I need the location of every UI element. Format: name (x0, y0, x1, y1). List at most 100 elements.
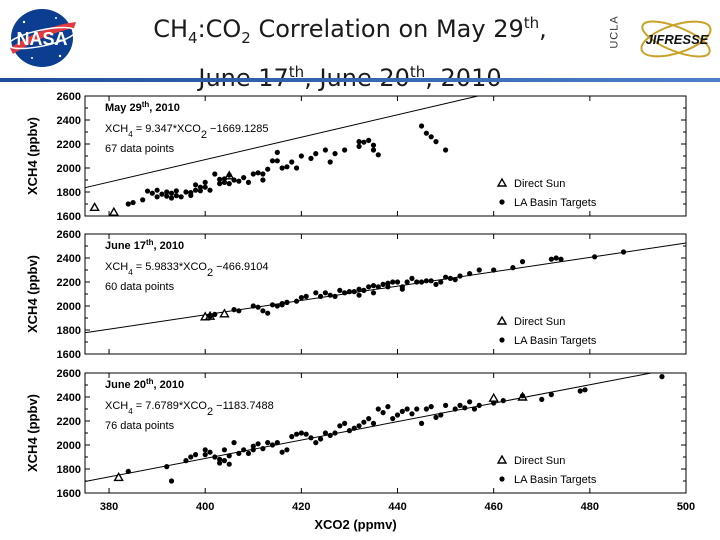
data-point-la-basin (342, 147, 348, 153)
data-point-la-basin (289, 159, 295, 165)
data-point-la-basin (361, 139, 367, 145)
data-point-direct-sun (219, 308, 230, 318)
data-point-la-basin (327, 432, 333, 438)
header-divider (0, 78, 720, 82)
data-point-la-basin (394, 279, 401, 285)
data-point-la-basin (317, 436, 324, 442)
data-point-la-basin (462, 405, 468, 411)
legend-marker-direct-sun (496, 454, 508, 464)
data-point-la-basin (250, 443, 256, 449)
data-point-la-basin (221, 447, 228, 453)
data-point-la-basin (274, 158, 280, 164)
fit-line (84, 372, 652, 482)
data-point-la-basin (241, 175, 247, 181)
panel-date-label-part: , 2010 (154, 240, 185, 252)
fit-equation-part: = 5.9833*XCO (133, 261, 208, 273)
data-point-la-basin (212, 454, 218, 460)
legend-marker-la-basin (499, 476, 505, 482)
data-point-la-basin (279, 302, 285, 308)
y-tick-label: 1800 (57, 464, 81, 476)
y-axis-label: XCH4 (ppbv) (25, 255, 40, 333)
data-point-la-basin (217, 176, 223, 182)
data-point-la-basin (192, 452, 199, 458)
data-point-la-basin (284, 447, 290, 453)
data-point-la-basin (433, 139, 439, 145)
legend-label-direct-sun: Direct Sun (514, 455, 565, 467)
data-point-la-basin (317, 293, 324, 299)
page-title: CH4:CO2 Correlation on May 29th, June 17… (100, 6, 600, 95)
data-point-la-basin (265, 166, 271, 172)
data-point-la-basin (178, 194, 184, 200)
y-tick-label: 1600 (57, 349, 81, 361)
data-point-la-basin (192, 187, 199, 193)
data-point-la-basin (438, 279, 444, 285)
data-point-la-basin (491, 400, 497, 406)
x-tick-label: 440 (388, 501, 406, 513)
data-point-la-basin (356, 423, 362, 429)
fit-line (84, 242, 687, 334)
y-tick-label: 1600 (57, 488, 81, 500)
data-point-la-basin (298, 295, 304, 301)
data-point-la-basin (476, 267, 482, 273)
data-point-la-basin (428, 404, 434, 410)
data-point-la-basin (433, 414, 439, 420)
data-point-la-basin (188, 192, 194, 198)
data-point-la-basin (279, 165, 285, 171)
data-point-la-basin (293, 298, 300, 304)
data-point-la-basin (226, 172, 232, 178)
data-point-la-basin (342, 420, 348, 426)
data-point-la-basin (226, 461, 232, 467)
data-point-la-basin (164, 193, 170, 199)
data-point-la-basin (471, 406, 478, 412)
data-point-la-basin (467, 399, 473, 405)
data-point-la-basin (428, 278, 434, 284)
data-point-la-basin (313, 290, 319, 296)
legend-label-la-basin: LA Basin Targets (514, 474, 597, 486)
slide-header: NASA CH4:CO2 Correlation on May 29th, Ju… (0, 0, 720, 92)
data-point-la-basin (423, 406, 429, 412)
fit-equation-part: 2 (207, 406, 213, 418)
fit-equation-part: XCH (105, 261, 128, 273)
data-point-la-basin (245, 450, 252, 456)
data-point-la-basin (375, 152, 381, 158)
data-point-la-basin (212, 171, 218, 177)
data-point-la-basin (438, 412, 444, 418)
data-point-la-basin (385, 404, 391, 410)
ucla-logo: UCLA (608, 15, 621, 49)
jifresse-logo: JIFRESSE (636, 12, 718, 66)
nasa-logo-text: NASA (16, 29, 67, 49)
data-point-la-basin (221, 458, 228, 464)
data-point-la-basin (404, 406, 410, 412)
fit-equation-part: XCH (105, 123, 128, 135)
y-tick-label: 2000 (57, 163, 81, 175)
data-point-la-basin (510, 265, 516, 271)
data-point-la-basin (592, 254, 598, 260)
data-point-la-basin (394, 412, 401, 418)
data-point-la-basin (399, 284, 405, 290)
data-point-la-basin (423, 278, 429, 284)
data-point-la-basin (375, 406, 381, 412)
data-point-la-basin (519, 393, 526, 399)
y-tick-label: 2400 (57, 115, 81, 127)
data-point-la-basin (452, 277, 458, 283)
fit-equation-part: −1669.1285 (207, 123, 268, 135)
data-point-la-basin (154, 187, 160, 193)
data-point-la-basin (414, 279, 420, 285)
data-point-la-basin (366, 416, 372, 422)
fit-equation: XCH4 = 7.6789*XCO2 −1183.7488 (105, 400, 274, 418)
data-point-la-basin (457, 273, 463, 279)
data-point-la-basin (303, 431, 309, 437)
data-point-la-basin (548, 256, 554, 262)
data-point-la-basin (217, 460, 223, 466)
data-point-la-basin (548, 392, 554, 398)
data-point-la-basin (284, 164, 290, 170)
data-point-la-basin (443, 147, 449, 153)
data-point-la-basin (452, 406, 458, 412)
y-tick-label: 2000 (57, 440, 81, 452)
panel-date-label: June 20th, 2010 (105, 377, 184, 392)
fit-equation-part: 4 (128, 268, 133, 277)
data-point-la-basin (337, 423, 343, 429)
fit-equation-part: = 9.347*XCO (133, 123, 202, 135)
data-point-la-basin (467, 271, 473, 277)
fit-equation-part: = 7.6789*XCO (133, 400, 208, 412)
